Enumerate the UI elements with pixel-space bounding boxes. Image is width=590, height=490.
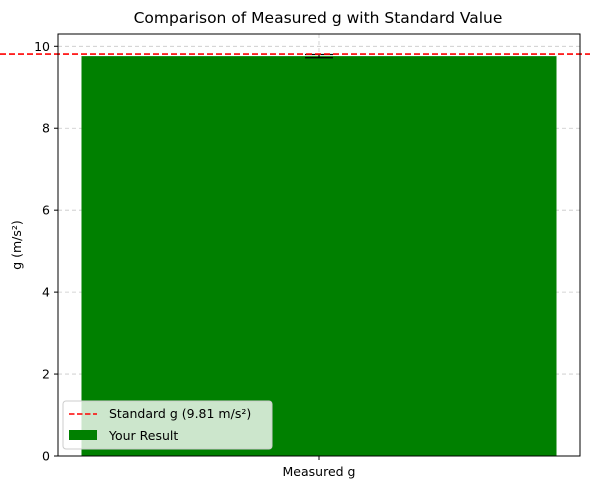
y-tick-label: 8 [42,121,50,136]
bars [81,53,557,457]
legend-box [62,400,273,450]
x-ticks: Measured g [283,456,356,479]
legend-bar-swatch [69,430,97,440]
y-tick-label: 2 [42,367,50,382]
bar [81,56,557,457]
y-ticks: 0 2 4 6 8 10 [34,39,58,464]
y-tick-label: 10 [34,39,50,54]
legend: Standard g (9.81 m/s²) Your Result [62,400,273,450]
y-tick-label: 4 [42,285,50,300]
y-axis-label: g (m/s²) [9,220,24,270]
chart-title: Comparison of Measured g with Standard V… [134,9,503,27]
x-tick-label: Measured g [283,464,356,479]
legend-bar-label: Your Result [108,428,178,443]
legend-reference-label: Standard g (9.81 m/s²) [109,406,251,421]
y-tick-label: 6 [42,203,50,218]
y-tick-label: 0 [42,449,50,464]
